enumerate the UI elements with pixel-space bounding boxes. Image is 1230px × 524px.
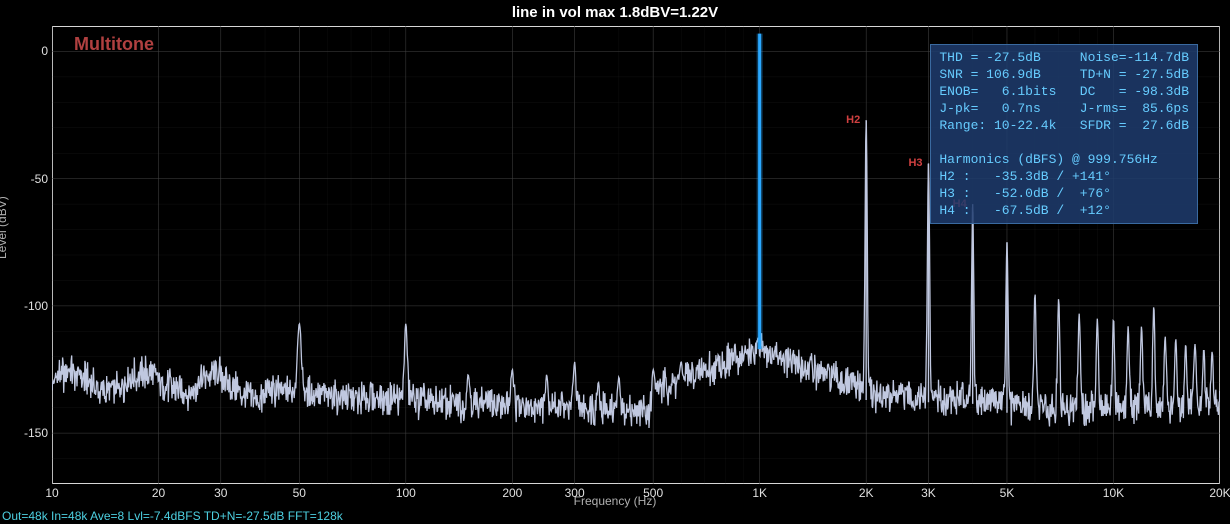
x-tick: 100 — [396, 486, 416, 500]
info-row: Harmonics (dBFS) @ 999.756Hz — [939, 152, 1157, 167]
x-tick: 10K — [1103, 486, 1124, 500]
x-tick: 200 — [502, 486, 522, 500]
x-tick: 20K — [1209, 486, 1230, 500]
harmonic-marker: H2 — [846, 114, 860, 126]
y-tick: -100 — [24, 299, 48, 313]
y-tick: -50 — [31, 172, 48, 186]
chart-title: line in vol max 1.8dBV=1.22V — [0, 4, 1230, 21]
x-tick: 500 — [643, 486, 663, 500]
harmonic-marker: H3 — [908, 157, 922, 169]
y-tick: 0 — [41, 44, 48, 58]
info-row: J-pk= 0.7ns J-rms= 85.6ps — [939, 101, 1189, 116]
x-tick: 5K — [1000, 486, 1015, 500]
x-tick: 2K — [859, 486, 874, 500]
chart-container: line in vol max 1.8dBV=1.22V Level (dBV)… — [0, 0, 1230, 524]
x-tick: 30 — [214, 486, 227, 500]
x-tick: 3K — [921, 486, 936, 500]
measurements-overlay: THD = -27.5dB Noise=-114.7dB SNR = 106.9… — [930, 44, 1198, 224]
info-row: H3 : -52.0dB / +76° — [939, 186, 1111, 201]
info-row: H4 : -67.5dB / +12° — [939, 203, 1111, 218]
info-row: H2 : -35.3dB / +141° — [939, 169, 1111, 184]
x-tick: 1K — [752, 486, 767, 500]
info-row: SNR = 106.9dB TD+N = -27.5dB — [939, 67, 1189, 82]
x-axis-label: Frequency (Hz) — [0, 494, 1230, 508]
y-tick: -150 — [24, 426, 48, 440]
status-bar: Out=48k In=48k Ave=8 Lvl=-7.4dBFS TD+N=-… — [2, 509, 343, 523]
x-tick: 300 — [565, 486, 585, 500]
y-axis-label: Level (dBV) — [0, 196, 9, 259]
info-row: THD = -27.5dB Noise=-114.7dB — [939, 50, 1189, 65]
info-row: ENOB= 6.1bits DC = -98.3dB — [939, 84, 1189, 99]
x-tick: 50 — [293, 486, 306, 500]
x-tick: 10 — [45, 486, 58, 500]
x-tick: 20 — [152, 486, 165, 500]
info-row: Range: 10-22.4k SFDR = 27.6dB — [939, 118, 1189, 133]
